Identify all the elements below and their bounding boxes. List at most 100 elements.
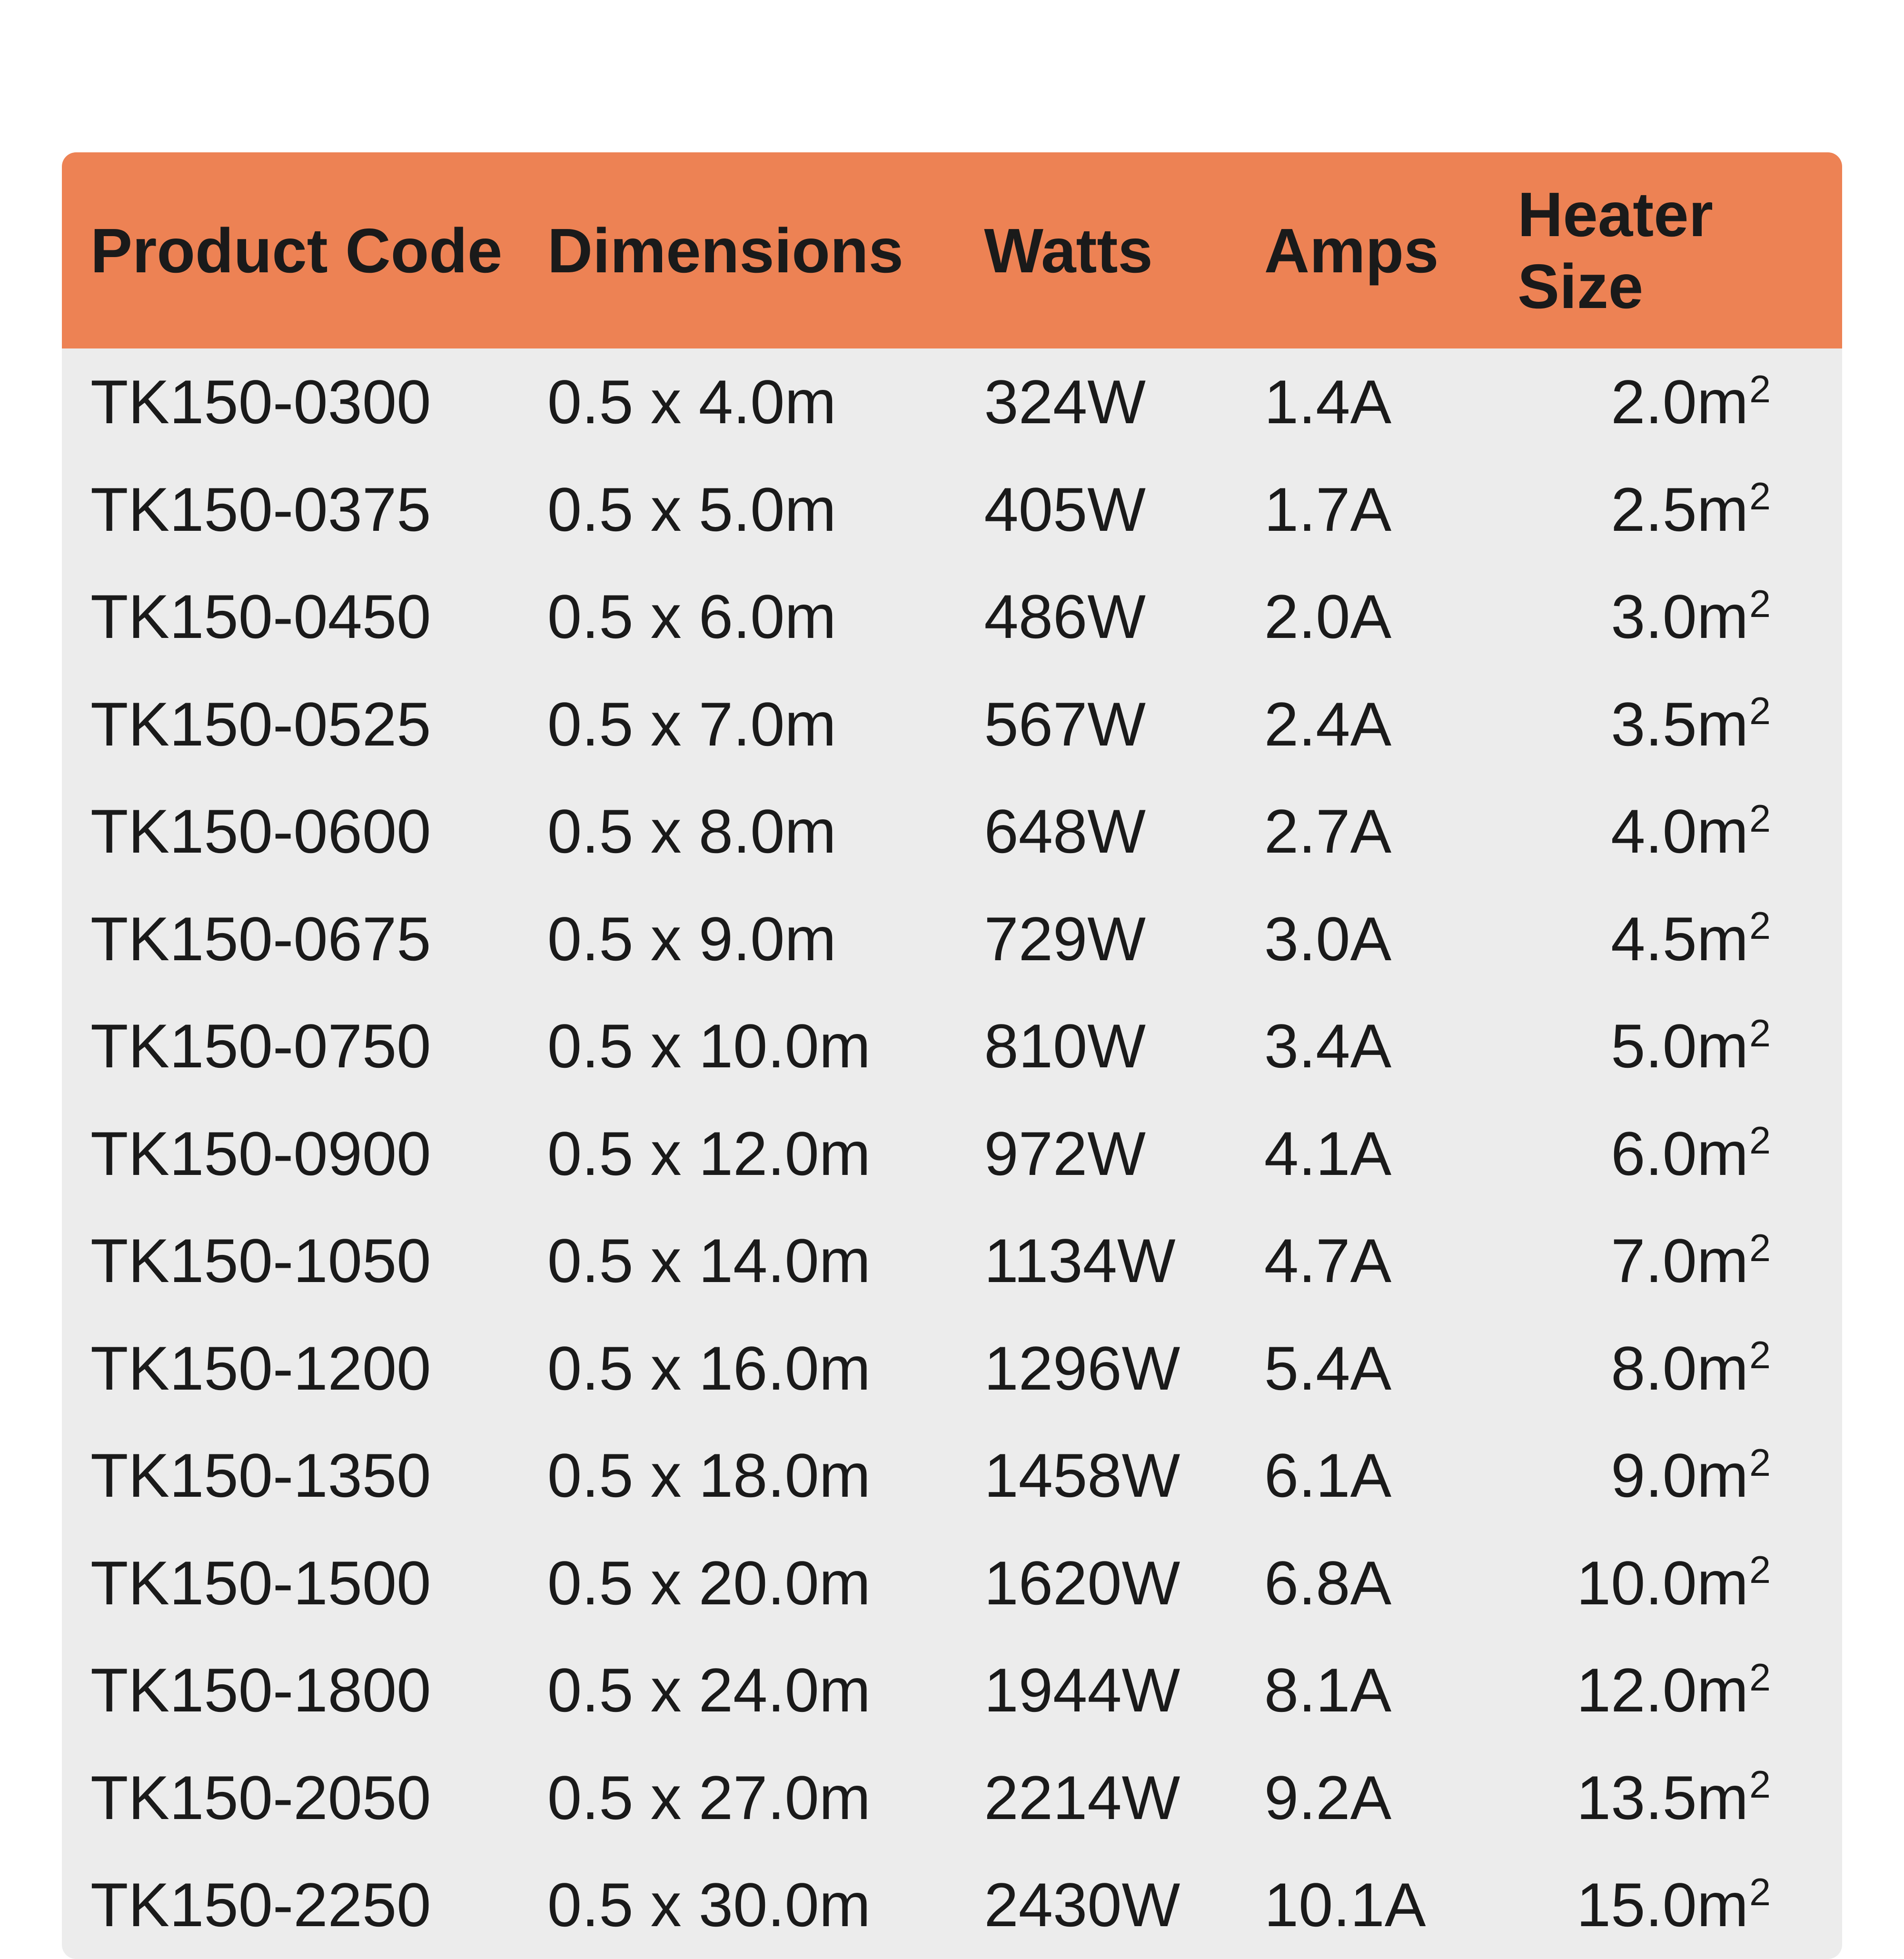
cell-amps: 6.8A	[1255, 1530, 1513, 1637]
cell-dimensions: 0.5 x 8.0m	[543, 778, 970, 885]
heater-size-unit: m	[1697, 1870, 1748, 1939]
heater-size-value: 4.5	[1611, 904, 1697, 974]
cell-product-code: TK150-0375	[62, 456, 543, 564]
heater-size-unit: m	[1697, 1441, 1748, 1510]
cell-watts: 1458W	[970, 1422, 1254, 1530]
cell-product-code: TK150-0525	[62, 671, 543, 778]
cell-amps: 4.1A	[1255, 1100, 1513, 1208]
table-row: TK150-06750.5 x 9.0m729W3.0A4.5m2	[62, 885, 1842, 993]
cell-dimensions: 0.5 x 20.0m	[543, 1530, 970, 1637]
cell-dimensions: 0.5 x 12.0m	[543, 1100, 970, 1208]
heater-size-unit: m	[1697, 1655, 1748, 1725]
cell-dimensions: 0.5 x 5.0m	[543, 456, 970, 564]
cell-amps: 4.7A	[1255, 1207, 1513, 1315]
cell-amps: 9.2A	[1255, 1744, 1513, 1852]
heater-size-unit: m	[1697, 689, 1748, 759]
table-row: TK150-12000.5 x 16.0m1296W5.4A8.0m2	[62, 1315, 1842, 1422]
cell-heater-size: 2.0m2	[1513, 348, 1842, 456]
cell-product-code: TK150-0450	[62, 563, 543, 671]
cell-watts: 567W	[970, 671, 1254, 778]
cell-dimensions: 0.5 x 27.0m	[543, 1744, 970, 1852]
cell-watts: 1296W	[970, 1315, 1254, 1422]
heater-size-unit: m	[1697, 475, 1748, 544]
cell-product-code: TK150-2050	[62, 1744, 543, 1852]
cell-product-code: TK150-0750	[62, 993, 543, 1100]
cell-amps: 3.0A	[1255, 885, 1513, 993]
heater-size-value: 8.0	[1611, 1333, 1697, 1403]
page: Product Code Dimensions Watts Amps Heate…	[0, 0, 1904, 1904]
col-header-watts: Watts	[970, 152, 1254, 348]
heater-size-exponent: 2	[1749, 797, 1771, 840]
table-row: TK150-05250.5 x 7.0m567W2.4A3.5m2	[62, 671, 1842, 778]
cell-watts: 405W	[970, 456, 1254, 564]
cell-amps: 1.7A	[1255, 456, 1513, 564]
cell-product-code: TK150-0600	[62, 778, 543, 885]
cell-heater-size: 2.5m2	[1513, 456, 1842, 564]
table-row: TK150-13500.5 x 18.0m1458W6.1A9.0m2	[62, 1422, 1842, 1530]
heater-size-unit: m	[1697, 796, 1748, 866]
heater-size-exponent: 2	[1749, 583, 1771, 626]
heater-size-value: 10.0	[1577, 1548, 1697, 1618]
cell-dimensions: 0.5 x 4.0m	[543, 348, 970, 456]
cell-watts: 648W	[970, 778, 1254, 885]
heater-size-value: 7.0	[1611, 1226, 1697, 1295]
heater-size-exponent: 2	[1749, 1227, 1771, 1270]
cell-heater-size: 7.0m2	[1513, 1207, 1842, 1315]
heater-size-value: 2.5	[1611, 475, 1697, 544]
heater-size-exponent: 2	[1749, 1763, 1771, 1806]
heater-size-value: 12.0	[1577, 1655, 1697, 1725]
table-row: TK150-07500.5 x 10.0m810W3.4A5.0m2	[62, 993, 1842, 1100]
cell-dimensions: 0.5 x 24.0m	[543, 1637, 970, 1744]
cell-product-code: TK150-1800	[62, 1637, 543, 1744]
heater-size-value: 4.0	[1611, 796, 1697, 866]
table-row: TK150-09000.5 x 12.0m972W4.1A6.0m2	[62, 1100, 1842, 1208]
cell-watts: 810W	[970, 993, 1254, 1100]
cell-heater-size: 4.5m2	[1513, 885, 1842, 993]
table-row: TK150-03000.5 x 4.0m324W1.4A2.0m2	[62, 348, 1842, 456]
cell-heater-size: 10.0m2	[1513, 1530, 1842, 1637]
heater-size-unit: m	[1697, 1011, 1748, 1081]
col-header-heater-size: Heater Size	[1513, 152, 1842, 348]
cell-dimensions: 0.5 x 30.0m	[543, 1851, 970, 1959]
cell-dimensions: 0.5 x 14.0m	[543, 1207, 970, 1315]
cell-product-code: TK150-1500	[62, 1530, 543, 1637]
cell-heater-size: 4.0m2	[1513, 778, 1842, 885]
cell-heater-size: 9.0m2	[1513, 1422, 1842, 1530]
cell-amps: 3.4A	[1255, 993, 1513, 1100]
cell-heater-size: 3.0m2	[1513, 563, 1842, 671]
cell-amps: 2.0A	[1255, 563, 1513, 671]
heater-size-unit: m	[1697, 1548, 1748, 1618]
cell-watts: 486W	[970, 563, 1254, 671]
cell-amps: 5.4A	[1255, 1315, 1513, 1422]
cell-product-code: TK150-0300	[62, 348, 543, 456]
heater-size-unit: m	[1697, 1763, 1748, 1832]
table-row: TK150-03750.5 x 5.0m405W1.7A2.5m2	[62, 456, 1842, 564]
cell-dimensions: 0.5 x 6.0m	[543, 563, 970, 671]
cell-heater-size: 13.5m2	[1513, 1744, 1842, 1852]
cell-watts: 729W	[970, 885, 1254, 993]
cell-watts: 972W	[970, 1100, 1254, 1208]
cell-dimensions: 0.5 x 10.0m	[543, 993, 970, 1100]
cell-amps: 8.1A	[1255, 1637, 1513, 1744]
cell-product-code: TK150-1350	[62, 1422, 543, 1530]
table-row: TK150-18000.5 x 24.0m1944W8.1A12.0m2	[62, 1637, 1842, 1744]
table-row: TK150-04500.5 x 6.0m486W2.0A3.0m2	[62, 563, 1842, 671]
col-header-amps: Amps	[1255, 152, 1513, 348]
heater-size-value: 2.0	[1611, 367, 1697, 437]
cell-amps: 2.7A	[1255, 778, 1513, 885]
cell-watts: 2430W	[970, 1851, 1254, 1959]
product-spec-table: Product Code Dimensions Watts Amps Heate…	[62, 152, 1842, 1959]
cell-dimensions: 0.5 x 18.0m	[543, 1422, 970, 1530]
heater-size-value: 9.0	[1611, 1441, 1697, 1510]
heater-size-value: 3.5	[1611, 689, 1697, 759]
heater-size-unit: m	[1697, 1119, 1748, 1188]
cell-product-code: TK150-0675	[62, 885, 543, 993]
heater-size-unit: m	[1697, 582, 1748, 651]
table-header-row: Product Code Dimensions Watts Amps Heate…	[62, 152, 1842, 348]
cell-watts: 2214W	[970, 1744, 1254, 1852]
heater-size-unit: m	[1697, 367, 1748, 437]
col-header-dimensions: Dimensions	[543, 152, 970, 348]
heater-size-exponent: 2	[1749, 690, 1771, 733]
heater-size-exponent: 2	[1749, 1871, 1771, 1914]
cell-heater-size: 3.5m2	[1513, 671, 1842, 778]
